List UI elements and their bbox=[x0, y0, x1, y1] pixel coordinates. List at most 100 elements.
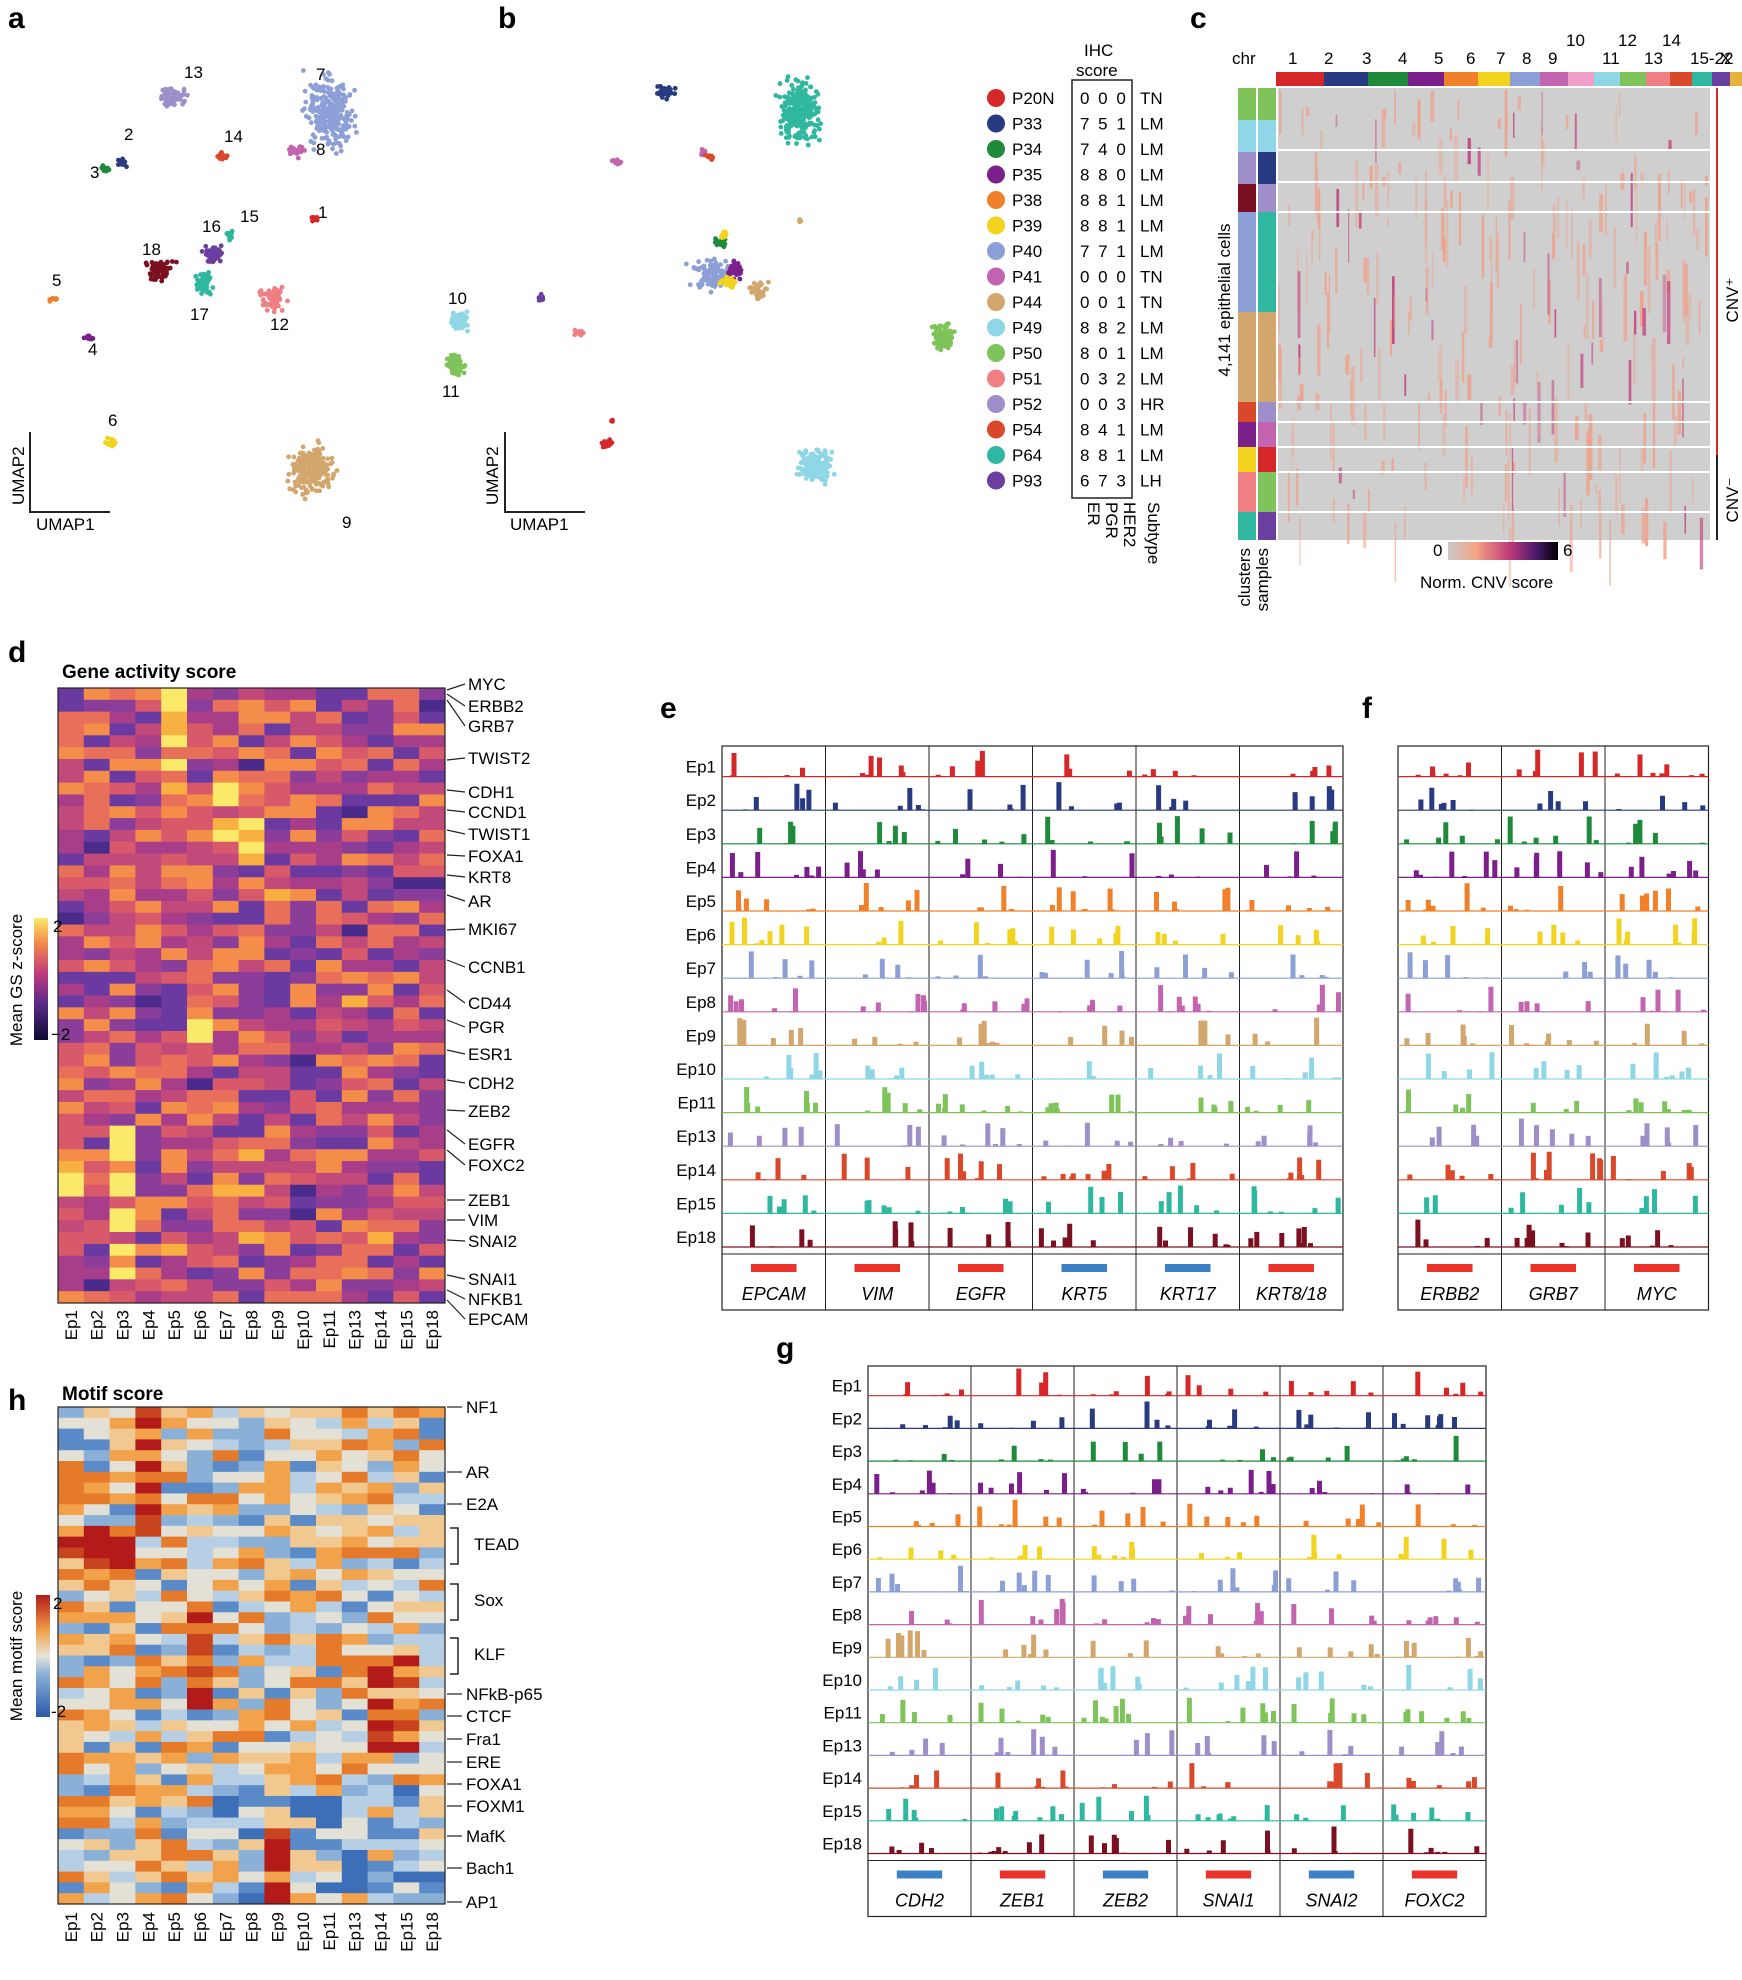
heatmap-cell bbox=[367, 688, 394, 701]
heatmap-cell bbox=[83, 1196, 111, 1209]
heatmap-cell bbox=[109, 1871, 136, 1883]
heatmap-cell bbox=[367, 1172, 394, 1186]
heatmap-cell bbox=[212, 1461, 240, 1473]
cnv-signal bbox=[1327, 292, 1330, 349]
heatmap-cell bbox=[316, 711, 343, 724]
cnv-signal bbox=[1424, 217, 1427, 246]
heatmap-cell bbox=[264, 1493, 291, 1505]
cnv-signal bbox=[1438, 138, 1443, 175]
heatmap-cell bbox=[161, 1428, 188, 1440]
cnv-signal bbox=[1689, 292, 1692, 321]
heatmap-cell bbox=[212, 794, 240, 807]
heatmap-cell bbox=[419, 1439, 446, 1451]
heatmap-cell bbox=[419, 924, 446, 937]
cnv-signal bbox=[1618, 91, 1621, 118]
heatmap-cell bbox=[109, 1291, 136, 1304]
heatmap-cell bbox=[161, 1255, 188, 1269]
legend-ihc-scores: 7 4 0 bbox=[1080, 140, 1128, 159]
umap-point bbox=[309, 215, 315, 220]
legend-sample-name: P41 bbox=[1012, 268, 1042, 287]
track-peak bbox=[1392, 1413, 1457, 1429]
heatmap-cell bbox=[367, 1428, 394, 1440]
heatmap-cell bbox=[238, 960, 265, 973]
umap-point bbox=[665, 93, 671, 98]
heatmap-cell bbox=[419, 1882, 446, 1894]
cnv-signal bbox=[1528, 409, 1531, 475]
heatmap-cell bbox=[290, 1839, 317, 1851]
heatmap-cell bbox=[135, 1125, 162, 1138]
track-peak bbox=[1309, 1480, 1374, 1495]
heatmap-cell bbox=[290, 1493, 317, 1505]
heatmap-cell bbox=[58, 1184, 85, 1198]
heatmap-cell bbox=[238, 971, 265, 985]
heatmap-cell bbox=[290, 735, 317, 748]
heatmap-cell bbox=[419, 1849, 446, 1862]
umap-point bbox=[791, 86, 796, 92]
umap-point bbox=[339, 107, 345, 113]
heatmap-cell bbox=[109, 1558, 136, 1570]
gene-name-label: SNAI1 bbox=[1202, 1891, 1254, 1911]
heatmap-cell bbox=[264, 983, 291, 996]
gene-label: EPCAM bbox=[468, 1310, 528, 1329]
heatmap-cell bbox=[341, 1839, 369, 1851]
heatmap-cell bbox=[316, 1255, 343, 1269]
cnv-signal bbox=[1576, 160, 1581, 170]
umap-point bbox=[273, 295, 278, 301]
heatmap-cell bbox=[83, 995, 111, 1008]
umap-point bbox=[811, 130, 817, 136]
gene-leader bbox=[446, 829, 466, 835]
gs-legend-bar bbox=[34, 918, 48, 1040]
heatmap-cell bbox=[187, 924, 214, 937]
heatmap-cell bbox=[316, 1763, 343, 1775]
heatmap-cell bbox=[212, 1030, 240, 1044]
heatmap-cell bbox=[187, 1623, 214, 1635]
umap-point bbox=[321, 84, 326, 89]
heatmap-cell bbox=[341, 1741, 369, 1754]
heatmap-cell bbox=[212, 1515, 240, 1527]
heatmap-cell bbox=[212, 1882, 240, 1894]
cnv-signal bbox=[1673, 415, 1678, 446]
umap-point bbox=[450, 370, 455, 376]
heatmap-cell bbox=[135, 1090, 162, 1103]
umap-point bbox=[808, 461, 814, 467]
track-peak bbox=[1626, 1098, 1692, 1113]
heatmap-cell bbox=[135, 1774, 162, 1786]
heatmap-cell bbox=[367, 877, 394, 890]
track-cluster-label: Ep6 bbox=[832, 1540, 862, 1559]
motif-label: FOXA1 bbox=[466, 1775, 522, 1794]
heatmap-cell bbox=[187, 1407, 214, 1419]
heatmap-cell bbox=[212, 699, 240, 713]
track-peak bbox=[1094, 1618, 1161, 1625]
heatmap-cell bbox=[161, 1471, 188, 1484]
track-peak bbox=[1219, 1449, 1276, 1462]
track-peak bbox=[1514, 851, 1604, 878]
cnv-cluster-block bbox=[1238, 402, 1256, 422]
heatmap-cell bbox=[212, 1860, 240, 1873]
heatmap-cell bbox=[135, 1839, 162, 1851]
heatmap-cell bbox=[187, 1579, 214, 1592]
heatmap-cell bbox=[419, 853, 446, 866]
heatmap-cell bbox=[316, 948, 343, 961]
cnv-signal bbox=[1598, 489, 1601, 513]
heatmap-cell bbox=[367, 1558, 394, 1570]
track-cluster-label: Ep3 bbox=[686, 825, 716, 844]
heatmap-cell bbox=[367, 1471, 394, 1484]
heatmap-cell bbox=[187, 723, 214, 736]
heatmap-cell bbox=[393, 1828, 420, 1840]
umap-point bbox=[729, 269, 735, 275]
heatmap-cell bbox=[58, 1687, 85, 1700]
heatmap-cell bbox=[290, 1054, 317, 1067]
heatmap-cell bbox=[264, 1113, 291, 1127]
heatmap-cell bbox=[58, 1243, 85, 1257]
track-cluster-label: Ep2 bbox=[686, 791, 716, 810]
heatmap-cell bbox=[264, 1893, 291, 1905]
umap-b-axes bbox=[504, 432, 585, 513]
heatmap-cell bbox=[341, 1232, 369, 1245]
heatmap-cell bbox=[419, 1633, 446, 1646]
heatmap-cell bbox=[135, 889, 162, 902]
heatmap-cell bbox=[264, 723, 291, 736]
heatmap-cell bbox=[367, 1461, 394, 1473]
heatmap-cell bbox=[187, 1439, 214, 1451]
heatmap-cell bbox=[161, 1101, 188, 1115]
heatmap-cell bbox=[212, 1601, 240, 1613]
